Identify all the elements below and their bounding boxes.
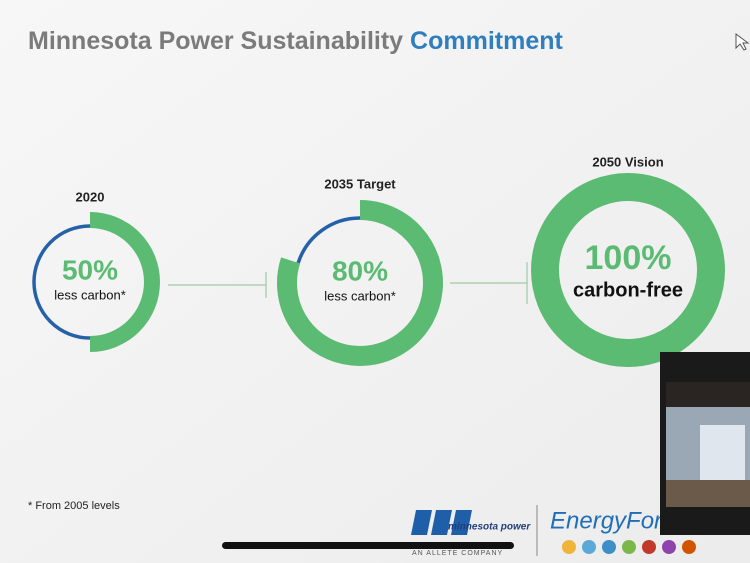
progress-arc [277,200,443,366]
milestones: 2020 50% less carbon* 2035 Target 80% less ca… [32,154,725,367]
percent-label: 50% [62,254,118,285]
milestone-label: 2035 Target [324,176,396,191]
remainder-arc [296,216,361,264]
icon [582,540,596,554]
partner-icons [562,540,696,554]
progress-arc [531,173,725,367]
cursor [735,33,750,51]
footnote: * From 2005 levels [28,500,120,512]
caption: less carbon* [324,288,396,303]
partner-logo: EnergyFor [550,507,663,534]
caption: carbon-free [573,279,683,301]
logo-mark [411,510,472,535]
video-area [666,480,750,507]
icon [562,540,576,554]
title-highlight: Commitment [410,27,563,55]
caption: less carbon* [54,287,126,302]
milestone-label: 2050 Vision [592,154,663,169]
progress-arc [89,212,160,352]
video-overlay[interactable] [660,352,750,535]
milestone-label: 2020 [76,189,105,204]
percent-label: 100% [585,239,672,277]
minnesota-power-logo: minnesota power AN ALLETE COMPANY [411,510,531,557]
title-main: Minnesota Power Sustainability [28,27,403,55]
connectors [168,262,528,304]
icon [662,540,676,554]
percent-label: 80% [332,255,388,286]
parent-company: AN ALLETE COMPANY [412,550,503,557]
company-name: minnesota power [448,522,531,533]
scrub-bar[interactable] [222,542,514,549]
icon [642,540,656,554]
icon [602,540,616,554]
video-area [666,382,750,407]
video-screen [700,425,745,480]
icon [682,540,696,554]
remainder-arc [32,224,91,340]
slide-title: Minnesota Power Sustainability Commitmen… [28,27,563,55]
icon [622,540,636,554]
